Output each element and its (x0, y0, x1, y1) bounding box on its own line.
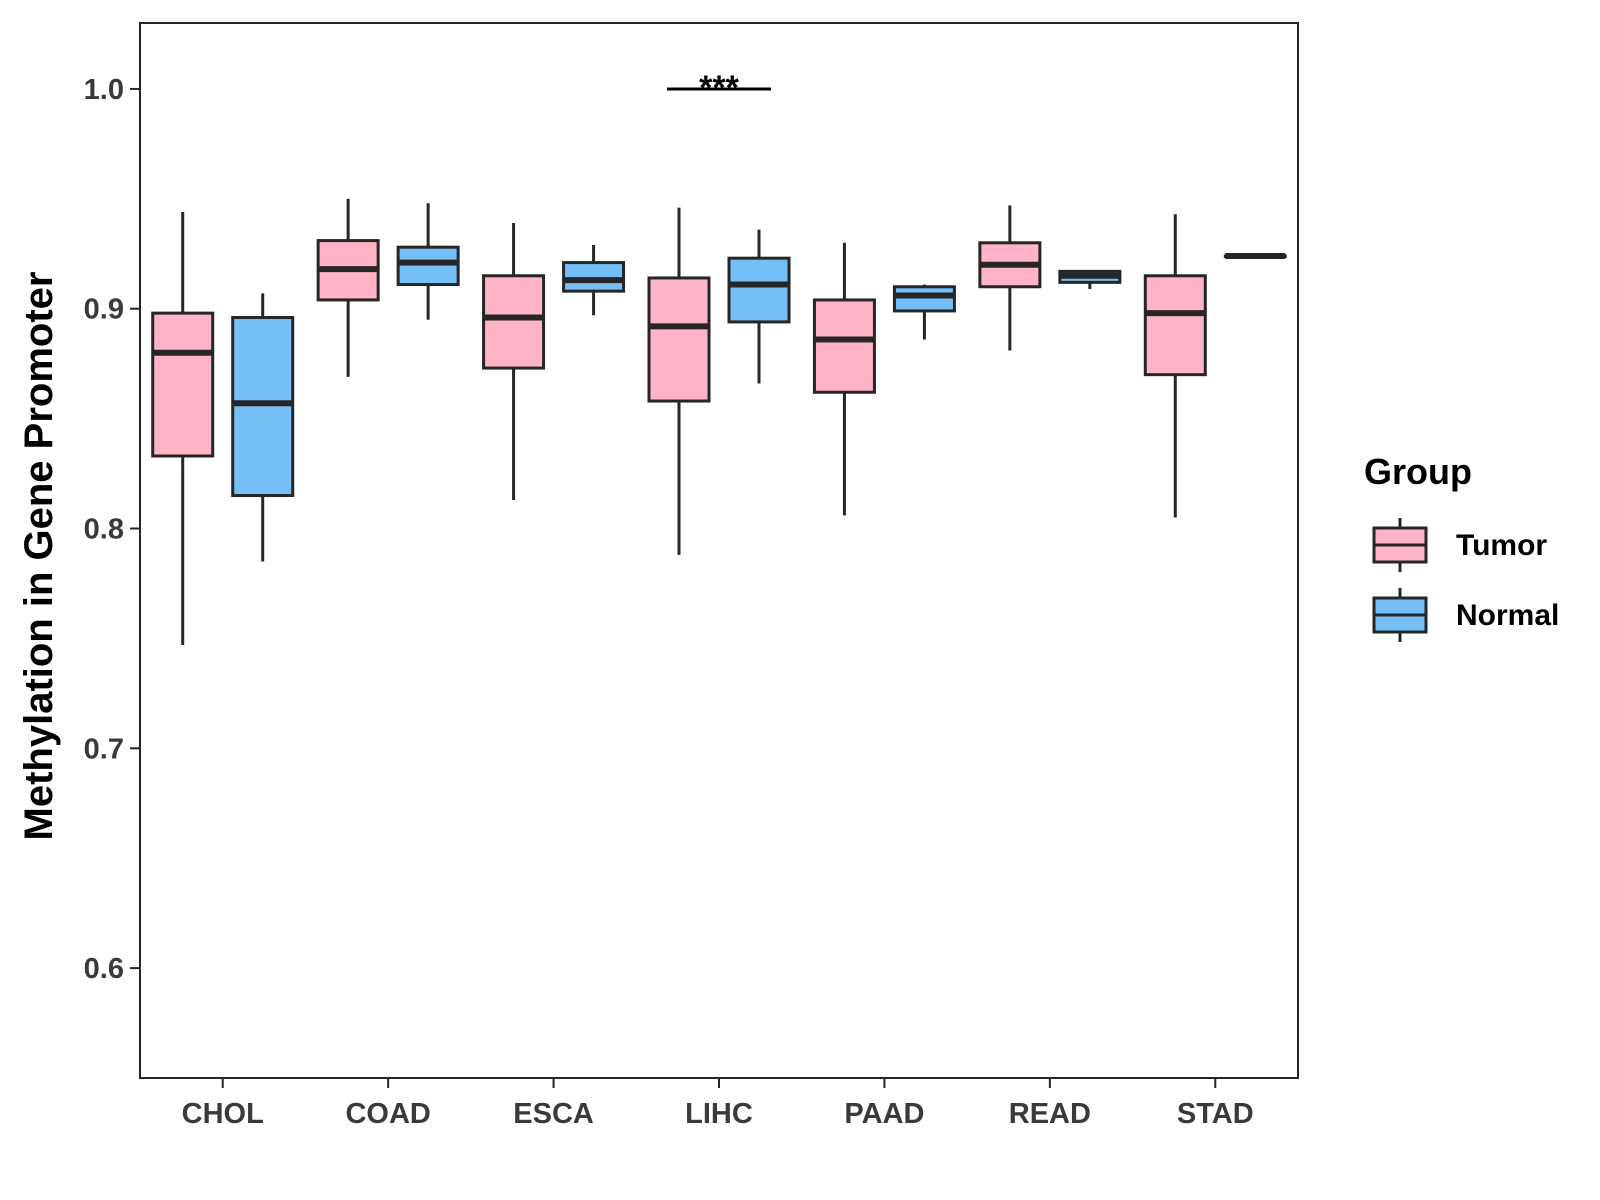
box-body (1143, 274, 1207, 377)
y-tick-label: 0.6 (84, 953, 124, 985)
legend: Group Tumor Normal (1364, 451, 1559, 642)
x-tick-label-paad: PAAD (844, 1098, 924, 1130)
x-tick-label-chol: CHOL (182, 1098, 264, 1130)
box-body (151, 311, 215, 458)
box-tumor-esca (482, 223, 546, 500)
box-normal-stad (1223, 252, 1287, 259)
box-body (727, 256, 791, 324)
box-tumor-stad (1143, 214, 1207, 518)
box-normal-lihc (727, 229, 791, 384)
legend-title: Group (1364, 451, 1472, 492)
box-tumor-chol (151, 212, 215, 646)
x-axis: CHOL COAD ESCA LIHC PAAD READ STAD (182, 1078, 1254, 1130)
box-body (562, 261, 626, 293)
box-body (892, 285, 956, 313)
y-axis: 0.6 0.7 0.8 0.9 1.0 (84, 74, 140, 985)
box-tumor-paad (812, 242, 876, 516)
box-body (482, 274, 546, 370)
y-tick-label: 0.7 (84, 733, 124, 765)
x-tick-label-coad: COAD (345, 1098, 430, 1130)
box-normal-paad (892, 284, 956, 340)
box-body (396, 245, 460, 287)
box-normal-esca (562, 244, 626, 316)
legend-key-tumor (1372, 518, 1428, 572)
legend-label-tumor: Tumor (1456, 529, 1547, 562)
x-tick-label-read: READ (1009, 1098, 1091, 1130)
legend-key-normal (1372, 588, 1428, 642)
y-tick-label: 1.0 (84, 74, 124, 106)
y-tick-label: 0.8 (84, 514, 124, 546)
box-tumor-lihc (647, 207, 711, 555)
box-tumor-read (978, 205, 1042, 351)
y-tick-label: 0.9 (84, 294, 124, 326)
box-body (812, 298, 876, 394)
box-body (231, 316, 295, 498)
y-axis-title: Methylation in Gene Promoter (17, 272, 61, 841)
x-tick-label-esca: ESCA (513, 1098, 594, 1130)
box-normal-coad (396, 203, 460, 320)
x-tick-label-lihc: LIHC (685, 1098, 753, 1130)
box-body (647, 276, 711, 403)
annotation-layer: *** (667, 69, 771, 107)
box-layer (151, 198, 1287, 646)
legend-label-normal: Normal (1456, 599, 1559, 632)
box-tumor-coad (316, 198, 380, 377)
box-normal-read (1058, 269, 1122, 289)
box-normal-chol (231, 293, 295, 562)
x-tick-label-stad: STAD (1177, 1098, 1254, 1130)
significance-label: *** (699, 69, 739, 107)
